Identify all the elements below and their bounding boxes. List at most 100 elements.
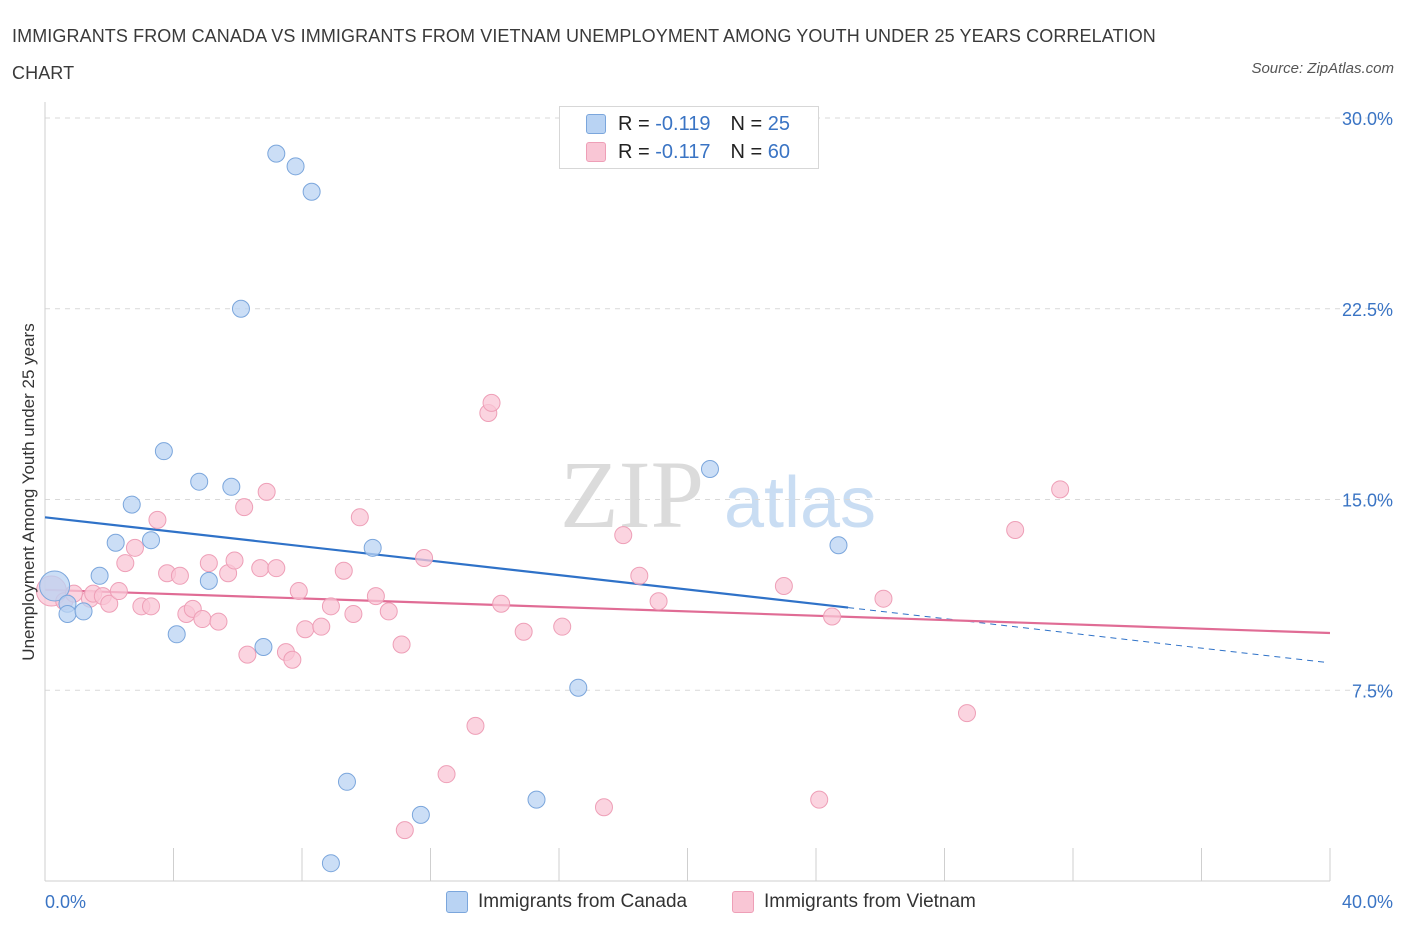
y-tick-label: 15.0% (1342, 491, 1393, 511)
point-canada (286, 157, 305, 176)
point-vietnam (257, 482, 276, 501)
y-tick-label: 30.0% (1342, 109, 1393, 129)
y-axis-label: Unemployment Among Youth under 25 years (19, 323, 38, 661)
point-vietnam (238, 645, 257, 664)
point-vietnam (810, 790, 829, 809)
point-vietnam (312, 617, 331, 636)
legend-r-label: R = (618, 112, 650, 135)
legend-r-value-vietnam: -0.117 (655, 140, 711, 163)
point-vietnam (1006, 521, 1025, 540)
point-vietnam (350, 508, 369, 527)
legend-row-canada: R = -0.119 N = 25 (586, 111, 790, 137)
legend-n-value-vietnam: 60 (767, 140, 790, 163)
chart-title: IMMIGRANTS FROM CANADA VS IMMIGRANTS FRO… (12, 26, 1156, 83)
point-vietnam (395, 821, 414, 840)
legend-n-label: N = (730, 112, 763, 135)
point-canada (199, 571, 218, 590)
series-name-vietnam: Immigrants from Vietnam (764, 891, 976, 912)
point-canada (122, 495, 141, 514)
series-swatch-canada (446, 891, 468, 913)
point-canada (190, 472, 209, 491)
point-vietnam (344, 604, 363, 623)
point-canada (302, 182, 321, 201)
point-vietnam (100, 594, 119, 613)
point-canada (74, 602, 93, 621)
point-vietnam (774, 576, 793, 595)
series-swatch-vietnam (732, 891, 754, 913)
point-vietnam (296, 620, 315, 639)
trend-line-canada (44, 516, 849, 609)
point-vietnam (1051, 480, 1070, 499)
point-vietnam (235, 498, 254, 517)
legend-swatch-canada (586, 114, 606, 134)
point-vietnam (630, 566, 649, 585)
legend-r-label: R = (618, 140, 650, 163)
series-legend-canada: Immigrants from Canada (446, 889, 687, 915)
point-vietnam (109, 582, 128, 601)
point-vietnam (614, 526, 633, 545)
point-vietnam (594, 798, 613, 817)
point-vietnam (267, 559, 286, 578)
point-vietnam (334, 561, 353, 580)
point-canada (58, 604, 77, 623)
point-canada (90, 566, 109, 585)
point-vietnam (466, 716, 485, 735)
watermark-atlas: atlas (724, 463, 876, 543)
legend-r-value-canada: -0.119 (655, 112, 711, 135)
correlation-legend: R = -0.119 N = 25 R = -0.117 N = 60 (559, 106, 819, 169)
point-canada (527, 790, 546, 809)
point-canada (231, 299, 250, 318)
point-vietnam (482, 393, 501, 412)
point-vietnam (957, 704, 976, 723)
point-canada (167, 625, 186, 644)
x-tick-label: 40.0% (1342, 892, 1393, 912)
trend-line-vietnam (44, 588, 1331, 635)
point-canada (222, 477, 241, 496)
point-vietnam (170, 566, 189, 585)
point-vietnam (116, 554, 135, 573)
point-canada (337, 772, 356, 791)
point-vietnam (148, 510, 167, 529)
y-tick-label: 7.5% (1352, 681, 1393, 701)
y-tick-label: 22.5% (1342, 300, 1393, 320)
trend-lines (44, 516, 1331, 663)
point-canada (142, 531, 161, 550)
x-tick-label: 0.0% (45, 892, 86, 912)
data-points (35, 144, 1070, 873)
point-canada (154, 442, 173, 461)
point-canada (39, 570, 71, 602)
point-vietnam (125, 538, 144, 557)
point-vietnam (225, 551, 244, 570)
point-canada (569, 678, 588, 697)
point-vietnam (514, 622, 533, 641)
trend-line-canada-extrapolated (848, 607, 1326, 663)
point-canada (106, 533, 125, 552)
point-vietnam (289, 582, 308, 601)
source-label: Source: ZipAtlas.com (1251, 60, 1394, 77)
point-vietnam (251, 559, 270, 578)
point-vietnam (392, 635, 411, 654)
point-vietnam (283, 650, 302, 669)
series-legend-vietnam: Immigrants from Vietnam (732, 889, 976, 915)
axes (44, 102, 1331, 882)
legend-row-vietnam: R = -0.117 N = 60 (586, 139, 790, 165)
point-canada (267, 144, 286, 163)
point-vietnam (321, 597, 340, 616)
watermark: ZIP atlas (560, 441, 876, 548)
point-vietnam (209, 612, 228, 631)
point-vietnam (415, 548, 434, 567)
tick-labels: 7.5% 15.0% 22.5% 30.0% 0.0% 40.0% (45, 109, 1393, 912)
point-vietnam (823, 607, 842, 626)
point-vietnam (437, 765, 456, 784)
gridlines (45, 117, 1390, 691)
point-vietnam (142, 597, 161, 616)
point-vietnam (553, 617, 572, 636)
point-vietnam (492, 594, 511, 613)
series-name-canada: Immigrants from Canada (478, 891, 688, 912)
legend-swatch-vietnam (586, 142, 606, 162)
point-canada (363, 538, 382, 557)
legend-n-value-canada: 25 (767, 112, 790, 135)
point-vietnam (193, 610, 212, 629)
point-vietnam (366, 587, 385, 606)
